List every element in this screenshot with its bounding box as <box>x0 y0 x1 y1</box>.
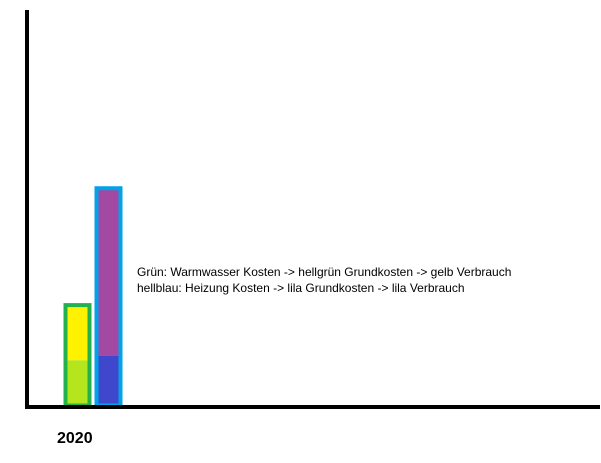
bar-warmwasser-segment-2 <box>67 306 88 361</box>
bar-heizung-segment-2 <box>98 189 119 356</box>
annotation-heizung: hellblau: Heizung Kosten -> lila Grundko… <box>137 281 465 295</box>
bar-heizung-segment-1 <box>98 355 119 404</box>
annotation-warmwasser: Grün: Warmwasser Kosten -> hellgrün Grun… <box>137 265 512 279</box>
bars-layer <box>63 186 123 408</box>
bar-warmwasser-segment-1 <box>67 360 88 404</box>
x-tick-label-2020: 2020 <box>57 430 93 447</box>
